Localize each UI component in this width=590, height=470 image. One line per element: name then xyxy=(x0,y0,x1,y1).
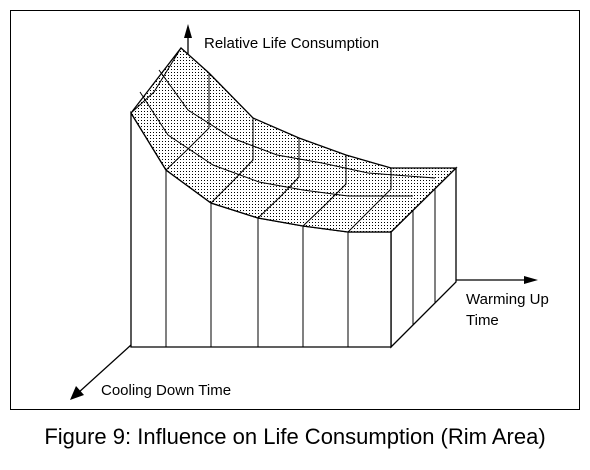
right-axis-label-line2: Time xyxy=(466,312,499,329)
surface-grid-line xyxy=(347,168,392,233)
life-consumption-surface xyxy=(130,47,458,233)
right-axis-arrowhead xyxy=(524,276,538,284)
figure-frame xyxy=(10,10,580,410)
right-axis xyxy=(456,276,538,284)
surface-grid-line xyxy=(130,47,182,114)
front-axis-line xyxy=(77,344,132,394)
vertical-axis-label: Relative Life Consumption xyxy=(204,35,379,52)
vertical-axis-arrowhead xyxy=(184,24,192,38)
surface-grid-line xyxy=(210,118,254,204)
front-axis-arrowhead xyxy=(70,386,84,400)
surface-grid-line xyxy=(257,138,300,219)
surface-grid-line xyxy=(139,91,413,197)
figure-caption: Figure 9: Influence on Life Consumption … xyxy=(44,424,546,449)
right-axis-label-line1: Warming Up xyxy=(466,291,549,308)
front-axis-label: Cooling Down Time xyxy=(101,382,231,399)
front-axis xyxy=(70,344,132,400)
surface-grid-line xyxy=(158,69,436,179)
surface-grid-line xyxy=(165,73,210,171)
